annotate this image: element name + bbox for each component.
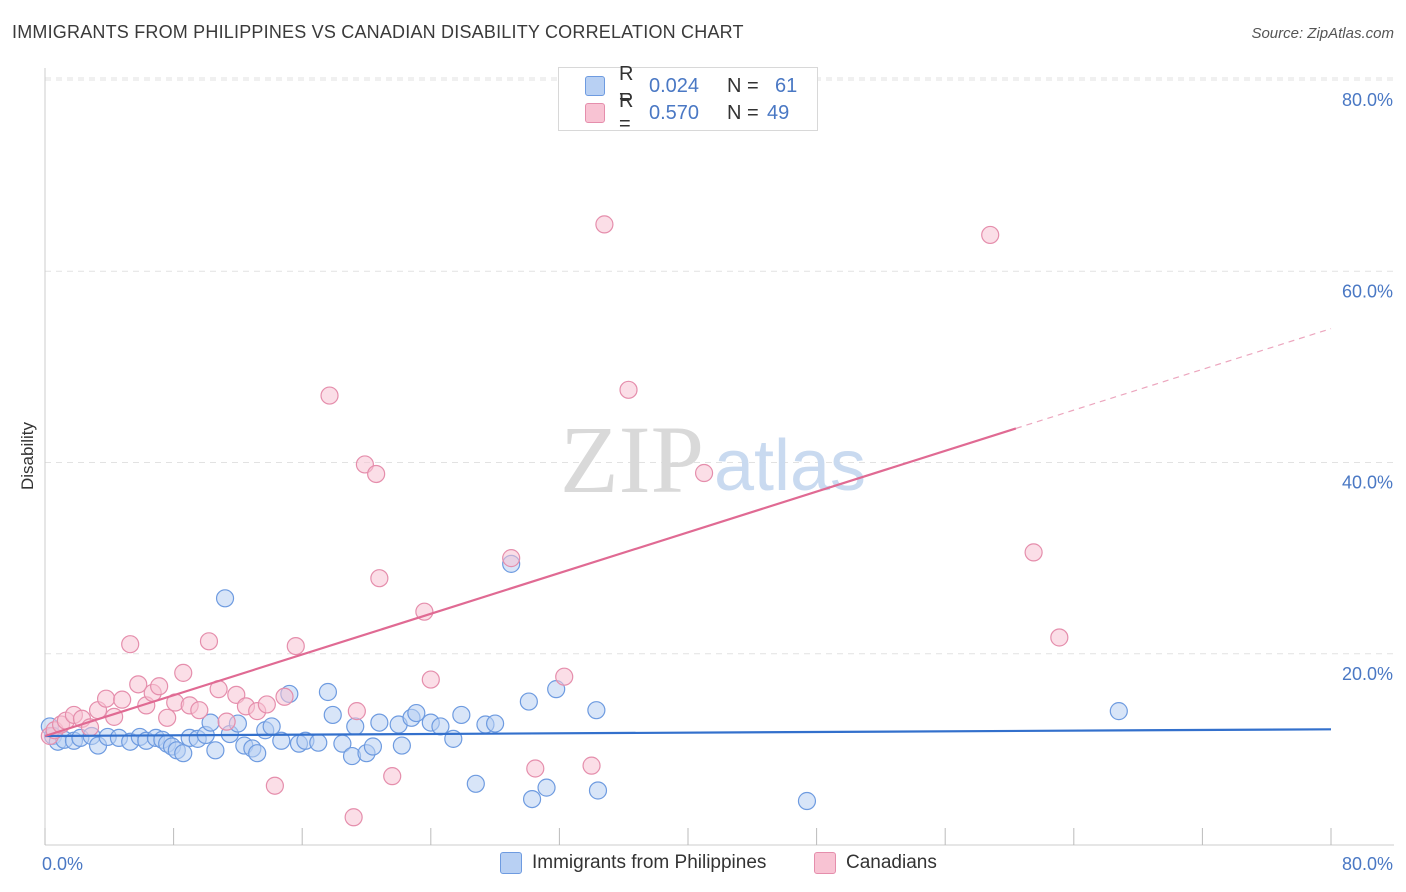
- canadians-trend-extension: [1015, 328, 1332, 430]
- philippines-point: [309, 733, 328, 752]
- canadians-point: [347, 702, 366, 721]
- philippines-point: [323, 705, 342, 725]
- legend-n-label: N =: [727, 74, 759, 97]
- canadians-point: [421, 670, 440, 689]
- canadians-point: [257, 695, 276, 714]
- philippines-point: [407, 703, 426, 723]
- philippines-point: [588, 781, 608, 800]
- watermark-atlas: atlas: [714, 426, 866, 506]
- philippines-point: [248, 744, 267, 763]
- canadians-point: [694, 463, 714, 483]
- canadians-point: [1050, 628, 1069, 647]
- legend-n-value: 61: [775, 74, 798, 97]
- philippines-point: [522, 789, 542, 809]
- philippines-trend-line: [44, 728, 1332, 738]
- x-tick-label-max: 80.0%: [1342, 854, 1393, 874]
- canadians-trend-line: [44, 427, 1017, 738]
- canadians-point: [502, 549, 521, 568]
- canadians-point: [113, 690, 132, 709]
- watermark-zip: ZIP: [560, 406, 704, 513]
- philippines-point: [537, 778, 556, 797]
- canadians-point: [199, 632, 219, 651]
- y-tick-label: 60.0%: [1342, 281, 1393, 301]
- legend-row-canadians: R = 0.570 N = 49: [585, 90, 790, 135]
- canadians-point: [1024, 543, 1043, 562]
- philippines-point: [370, 713, 389, 732]
- canadians-point: [275, 687, 294, 706]
- stats-legend: R = 0.024 N = 61 R = 0.570 N = 49: [558, 63, 818, 135]
- philippines-point: [272, 731, 291, 750]
- philippines-point: [318, 682, 338, 702]
- philippines-point: [262, 717, 281, 736]
- philippines-point: [519, 692, 538, 711]
- bottom-legend-swatch-blue: [500, 852, 522, 874]
- bottom-legend-canadians: Canadians: [814, 852, 937, 874]
- philippines-point: [452, 705, 471, 725]
- bottom-legend-swatch-pink: [814, 852, 836, 874]
- legend-row-philippines: R = 0.024 N = 61: [585, 63, 798, 108]
- philippines-point: [431, 717, 450, 736]
- bottom-legend-philippines: Immigrants from Philippines: [500, 852, 766, 874]
- canadians-point: [526, 759, 545, 778]
- canadians-point: [96, 689, 116, 708]
- bottom-legend-label: Immigrants from Philippines: [532, 852, 767, 873]
- canadians-point: [217, 712, 236, 731]
- philippines-point: [363, 737, 383, 756]
- legend-r-label: R =: [619, 63, 634, 108]
- trend-lines: [44, 328, 1332, 738]
- legend-swatch-pink: [585, 103, 605, 123]
- source-credit: Source: ZipAtlas.com: [1251, 25, 1394, 42]
- philippines-point: [215, 589, 235, 608]
- canadians-point: [121, 635, 140, 654]
- canadians-point: [367, 464, 386, 484]
- philippines-point: [486, 714, 505, 733]
- x-tick-label-min: 0.0%: [42, 854, 83, 874]
- canadians-point: [320, 386, 339, 405]
- philippines-point: [174, 744, 193, 763]
- canadians-point: [595, 215, 614, 234]
- chart-title: IMMIGRANTS FROM PHILIPPINES VS CANADIAN …: [12, 22, 744, 42]
- philippines-point: [797, 791, 817, 811]
- philippines-point: [392, 736, 411, 755]
- tick-labels: 80.0% 60.0% 40.0% 20.0% 0.0% 80.0%: [42, 90, 1393, 874]
- canadians-point: [344, 808, 363, 827]
- bottom-legend-label: Canadians: [846, 852, 937, 873]
- canadians-point: [555, 667, 574, 686]
- canadians-point: [158, 708, 177, 727]
- legend-n-value: 49: [767, 101, 790, 124]
- philippines-point: [346, 717, 365, 736]
- canadians-point: [619, 380, 638, 399]
- philippines-point: [206, 741, 225, 760]
- canadians-point: [981, 225, 1000, 245]
- canadians-point: [370, 569, 389, 588]
- canadians-point: [265, 776, 284, 795]
- canadians-point: [383, 767, 402, 786]
- grid-lines: [45, 77, 1394, 655]
- canadians-point: [582, 756, 601, 775]
- canadians-point: [190, 701, 209, 720]
- canadians-point: [129, 675, 148, 694]
- legend-swatch-blue: [585, 76, 605, 96]
- canadians-point: [415, 602, 434, 621]
- canadians-point: [174, 663, 193, 682]
- philippines-point: [466, 774, 485, 793]
- y-tick-label: 20.0%: [1342, 664, 1393, 684]
- canadians-point: [286, 636, 305, 656]
- philippines-point: [1109, 702, 1128, 721]
- canadians-point: [150, 677, 169, 696]
- axes: [44, 68, 1394, 846]
- philippines-point: [587, 701, 606, 720]
- y-tick-label: 40.0%: [1342, 473, 1393, 493]
- legend-r-label: R =: [619, 90, 634, 135]
- legend-r-value: 0.570: [649, 101, 700, 124]
- y-tick-label: 80.0%: [1342, 90, 1393, 110]
- legend-r-value: 0.024: [649, 74, 700, 97]
- legend-n-label: N =: [727, 101, 759, 124]
